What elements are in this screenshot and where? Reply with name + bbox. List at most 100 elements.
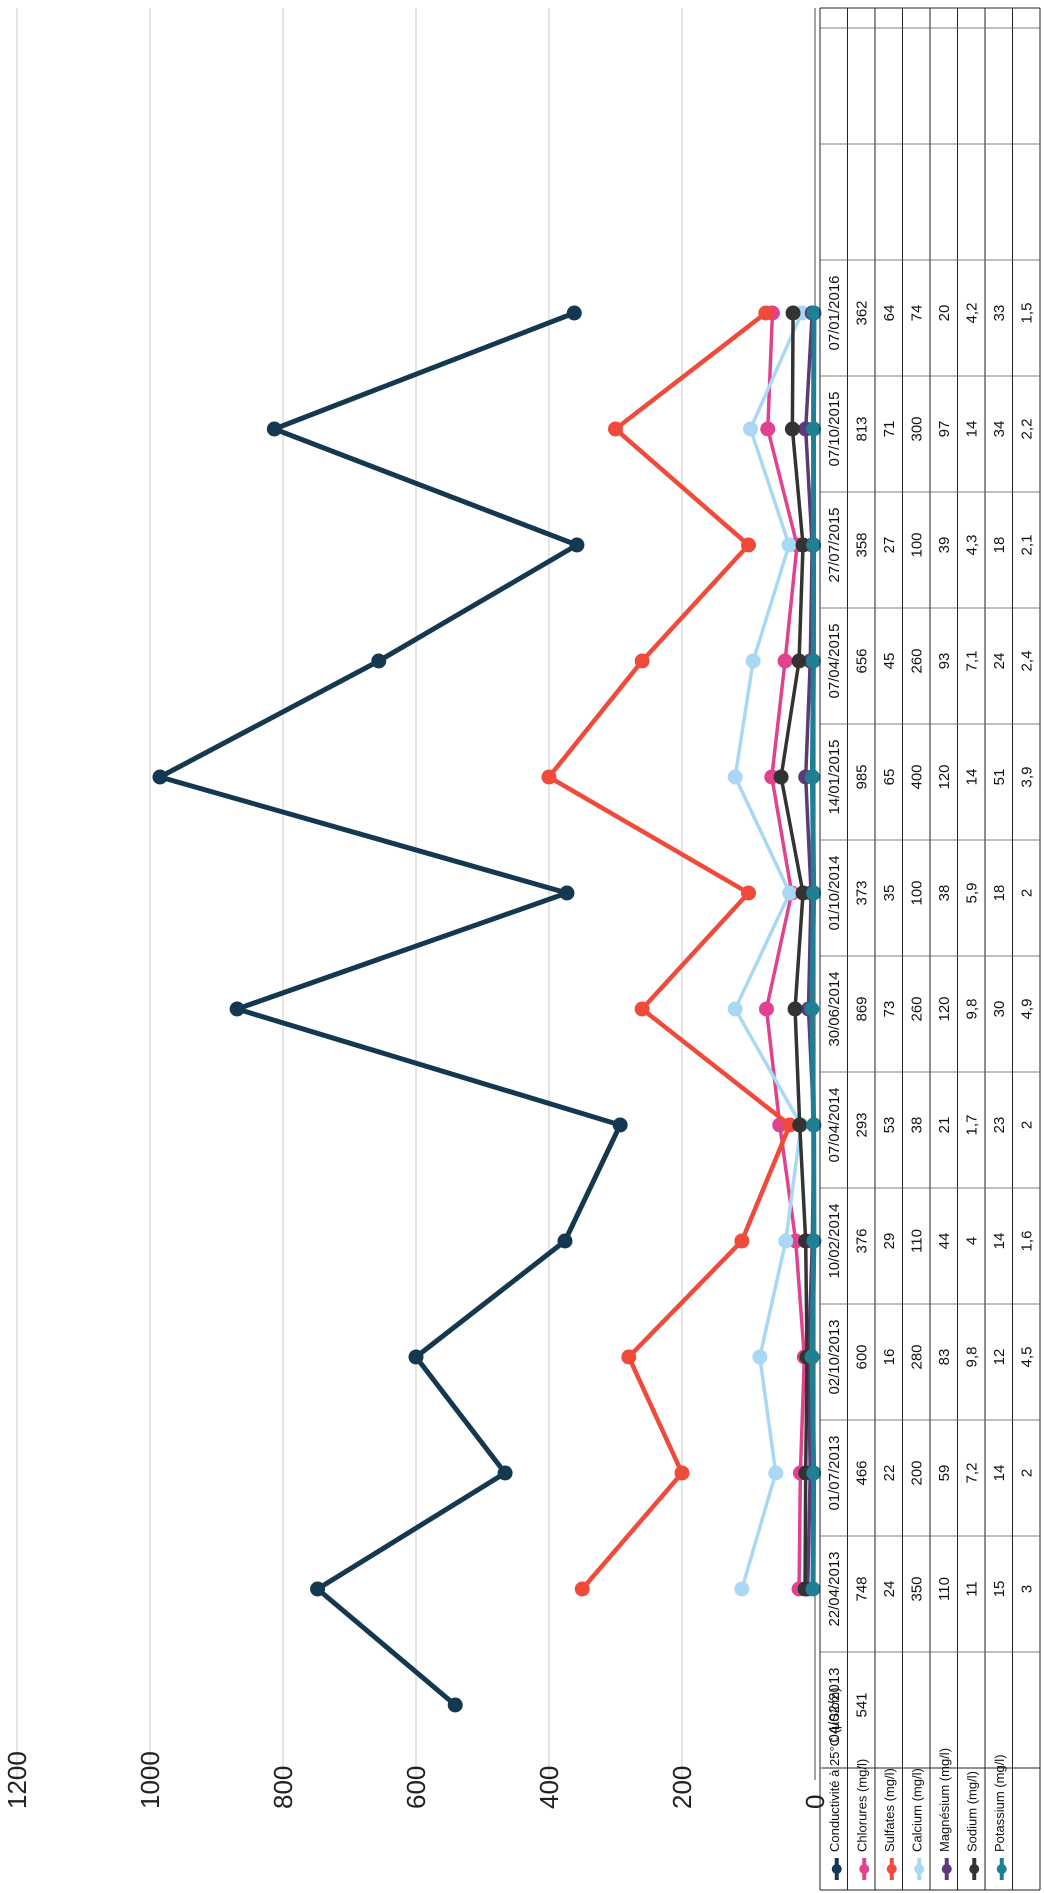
data-label: 600 xyxy=(853,1344,870,1369)
data-label: 20 xyxy=(936,305,953,322)
data-point xyxy=(559,885,575,901)
data-point xyxy=(806,885,822,901)
value-axis-tick-label: 200 xyxy=(667,1766,697,1809)
data-table: 04/02/2013 22/04/2013 01/07/2013 02/10/2013… xyxy=(819,7,1041,1891)
data-point xyxy=(782,885,798,901)
data-label: 260 xyxy=(908,648,925,673)
data-label: 27 xyxy=(881,537,898,554)
data-label: 350 xyxy=(908,1576,925,1601)
data-label: 260 xyxy=(908,996,925,1021)
data-label: 280 xyxy=(908,1344,925,1369)
data-label: 748 xyxy=(853,1576,870,1601)
data-point xyxy=(758,305,774,321)
data-label: 53 xyxy=(881,1117,898,1134)
series-line-2 xyxy=(546,310,792,1592)
data-point xyxy=(804,1001,820,1017)
data-label: 18 xyxy=(991,537,1008,554)
data-point xyxy=(806,537,822,553)
series-2 xyxy=(541,305,798,1597)
series-line-4 xyxy=(803,311,816,1591)
data-label: 2 xyxy=(1018,1121,1035,1129)
data-label: 51 xyxy=(991,769,1008,786)
data-point xyxy=(791,653,807,669)
category-label: 07/01/2016 xyxy=(826,275,843,350)
data-label: 120 xyxy=(936,996,953,1021)
data-label: 4,3 xyxy=(963,535,980,556)
series-line-0 xyxy=(157,310,623,1708)
data-label: 14 xyxy=(963,769,980,786)
data-point xyxy=(752,1349,768,1365)
data-label: 2,4 xyxy=(1018,651,1035,672)
series-6 xyxy=(804,305,822,1597)
data-label: 24 xyxy=(991,653,1008,670)
data-point xyxy=(806,305,822,321)
data-label: 358 xyxy=(853,532,870,557)
data-point xyxy=(447,1697,463,1713)
value-axis-tick-label: 1200 xyxy=(2,1751,32,1809)
data-label: 200 xyxy=(908,1460,925,1485)
legend-key-marker xyxy=(996,1864,1007,1874)
data-label: 3,9 xyxy=(1018,767,1035,788)
data-point xyxy=(741,885,756,901)
data-label: 14 xyxy=(991,1465,1008,1482)
data-label: 30 xyxy=(991,1001,1008,1018)
data-point xyxy=(566,305,582,321)
data-label: 45 xyxy=(881,653,898,670)
data-point xyxy=(745,653,761,669)
data-point xyxy=(734,1581,750,1597)
data-label: 34 xyxy=(991,421,1008,438)
data-point xyxy=(310,1581,326,1597)
legend-entry: Potassium (mg/l) xyxy=(992,1754,1007,1852)
data-label: 39 xyxy=(936,537,953,554)
data-label: 985 xyxy=(853,764,870,789)
data-label: 93 xyxy=(936,653,953,670)
category-label: 07/04/2015 xyxy=(826,623,843,698)
data-label: 4,2 xyxy=(963,303,980,324)
series-3 xyxy=(727,305,810,1597)
data-label: 22 xyxy=(881,1465,898,1482)
value-axis-tick-label: 800 xyxy=(268,1766,298,1809)
data-label: 9,8 xyxy=(963,1347,980,1368)
data-label: 64 xyxy=(881,305,898,322)
data-label: 376 xyxy=(853,1228,870,1253)
data-label: 59 xyxy=(936,1465,953,1482)
legend-key-marker xyxy=(941,1864,952,1874)
data-point xyxy=(557,1233,573,1249)
data-point xyxy=(371,653,387,669)
data-label: 15 xyxy=(991,1581,1008,1598)
data-label: 74 xyxy=(908,305,925,322)
data-point xyxy=(634,1001,650,1017)
data-label: 100 xyxy=(908,880,925,905)
data-label: 38 xyxy=(908,1117,925,1134)
data-label: 23 xyxy=(991,1117,1008,1134)
data-label: 656 xyxy=(853,648,870,673)
data-point xyxy=(541,769,557,785)
category-label: 02/10/2013 xyxy=(826,1319,843,1394)
category-label: 01/10/2014 xyxy=(826,855,843,930)
data-label: 2 xyxy=(1018,889,1035,897)
data-label: 813 xyxy=(853,416,870,441)
data-point xyxy=(773,769,789,785)
category-label: 27/07/2015 xyxy=(826,507,843,582)
data-label: 12 xyxy=(991,1349,1008,1366)
data-label: 4,5 xyxy=(1018,1347,1035,1368)
data-point xyxy=(408,1349,424,1365)
category-label: 22/04/2013 xyxy=(826,1551,843,1626)
data-label: 21 xyxy=(936,1117,953,1134)
data-label: 7,2 xyxy=(963,1463,980,1484)
series-5 xyxy=(773,305,815,1597)
data-label: 3 xyxy=(1018,1585,1035,1593)
data-point xyxy=(674,1465,690,1481)
category-label: 14/01/2015 xyxy=(826,739,843,814)
data-label: 1,7 xyxy=(963,1115,980,1136)
data-point xyxy=(574,1581,590,1597)
series-0 xyxy=(152,305,628,1713)
data-label: 5,9 xyxy=(963,883,980,904)
data-point xyxy=(152,769,168,785)
data-point xyxy=(621,1349,637,1365)
data-label: 14 xyxy=(963,421,980,438)
data-point xyxy=(804,1349,820,1365)
data-label: 2,1 xyxy=(1018,535,1035,556)
category-label: 07/10/2015 xyxy=(826,391,843,466)
